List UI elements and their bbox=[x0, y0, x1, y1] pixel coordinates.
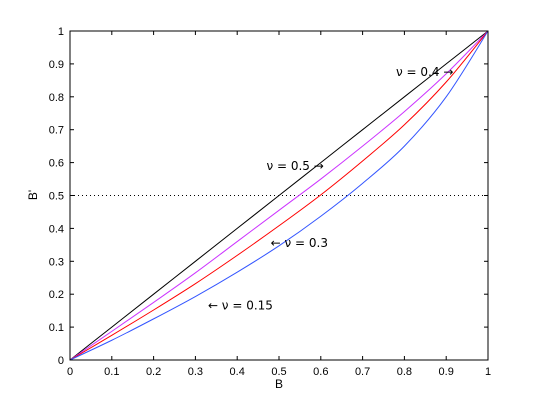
series-line-0 bbox=[69, 30, 489, 361]
x-tick-label: 0.8 bbox=[397, 366, 412, 378]
x-tick-label: 1 bbox=[485, 366, 491, 378]
y-tick-label: 0 bbox=[58, 355, 64, 367]
series-line-2 bbox=[69, 30, 489, 361]
y-tick-label: 0.3 bbox=[49, 256, 64, 268]
y-tick-label: 1 bbox=[58, 26, 64, 38]
series-annotation-3: ← ν = 0.15 bbox=[208, 299, 273, 313]
y-axis-label: B' bbox=[26, 190, 40, 200]
x-tick-label: 0.2 bbox=[146, 366, 161, 378]
series-line-1 bbox=[69, 30, 489, 361]
x-axis-label: B bbox=[275, 377, 283, 391]
series-annotation-2: ← ν = 0.3 bbox=[271, 236, 328, 250]
x-tick-label: 0.6 bbox=[313, 366, 328, 378]
x-tick-label: 0.3 bbox=[188, 366, 203, 378]
series-annotation-1: ν = 0.5 → bbox=[266, 159, 323, 173]
y-tick-label: 0.5 bbox=[49, 191, 64, 203]
y-tick-label: 0.8 bbox=[49, 92, 64, 104]
y-tick-label: 0.9 bbox=[49, 59, 64, 71]
series-annotation-0: ν = 0.4 → bbox=[396, 65, 453, 79]
tick-layer: 0 0.1 0.2 0.3 0.4 0.5 0.6 0.7 0.8 0.9 1 0 0.1 0.2 0.3 0… bbox=[49, 26, 491, 378]
y-tick-label: 0.4 bbox=[49, 223, 64, 235]
series-layer bbox=[69, 30, 489, 361]
x-tick-label: 0.4 bbox=[230, 366, 245, 378]
y-tick-label: 0.2 bbox=[49, 289, 64, 301]
y-tick-label: 0.1 bbox=[49, 322, 64, 334]
annotation-layer: ν = 0.4 → ν = 0.5 → ← ν = 0.3 ← ν = 0.15 bbox=[208, 65, 453, 313]
series-line-3 bbox=[69, 30, 489, 361]
x-tick-label: 0.9 bbox=[439, 366, 454, 378]
y-tick-label: 0.6 bbox=[49, 158, 64, 170]
x-tick-label: 0.1 bbox=[104, 366, 119, 378]
x-tick-label: 0 bbox=[67, 366, 73, 378]
x-tick-label: 0.7 bbox=[355, 366, 370, 378]
y-tick-label: 0.7 bbox=[49, 125, 64, 137]
x-tick-label: 0.5 bbox=[271, 366, 286, 378]
